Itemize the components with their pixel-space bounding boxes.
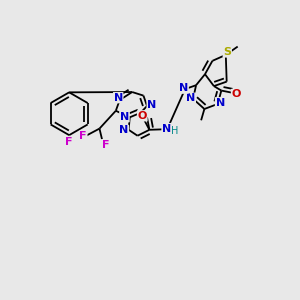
Text: S: S	[223, 47, 231, 57]
Text: F: F	[80, 131, 87, 141]
Text: N: N	[120, 112, 129, 122]
Text: O: O	[232, 89, 241, 99]
Text: O: O	[138, 111, 147, 121]
Text: N: N	[186, 93, 195, 103]
Text: N: N	[147, 100, 156, 110]
Text: N: N	[114, 93, 123, 103]
Text: H: H	[171, 126, 179, 136]
Text: N: N	[215, 98, 225, 108]
Text: F: F	[65, 137, 73, 147]
Text: N: N	[119, 125, 128, 135]
Text: N: N	[162, 124, 171, 134]
Text: N: N	[179, 83, 188, 93]
Text: F: F	[102, 140, 109, 150]
